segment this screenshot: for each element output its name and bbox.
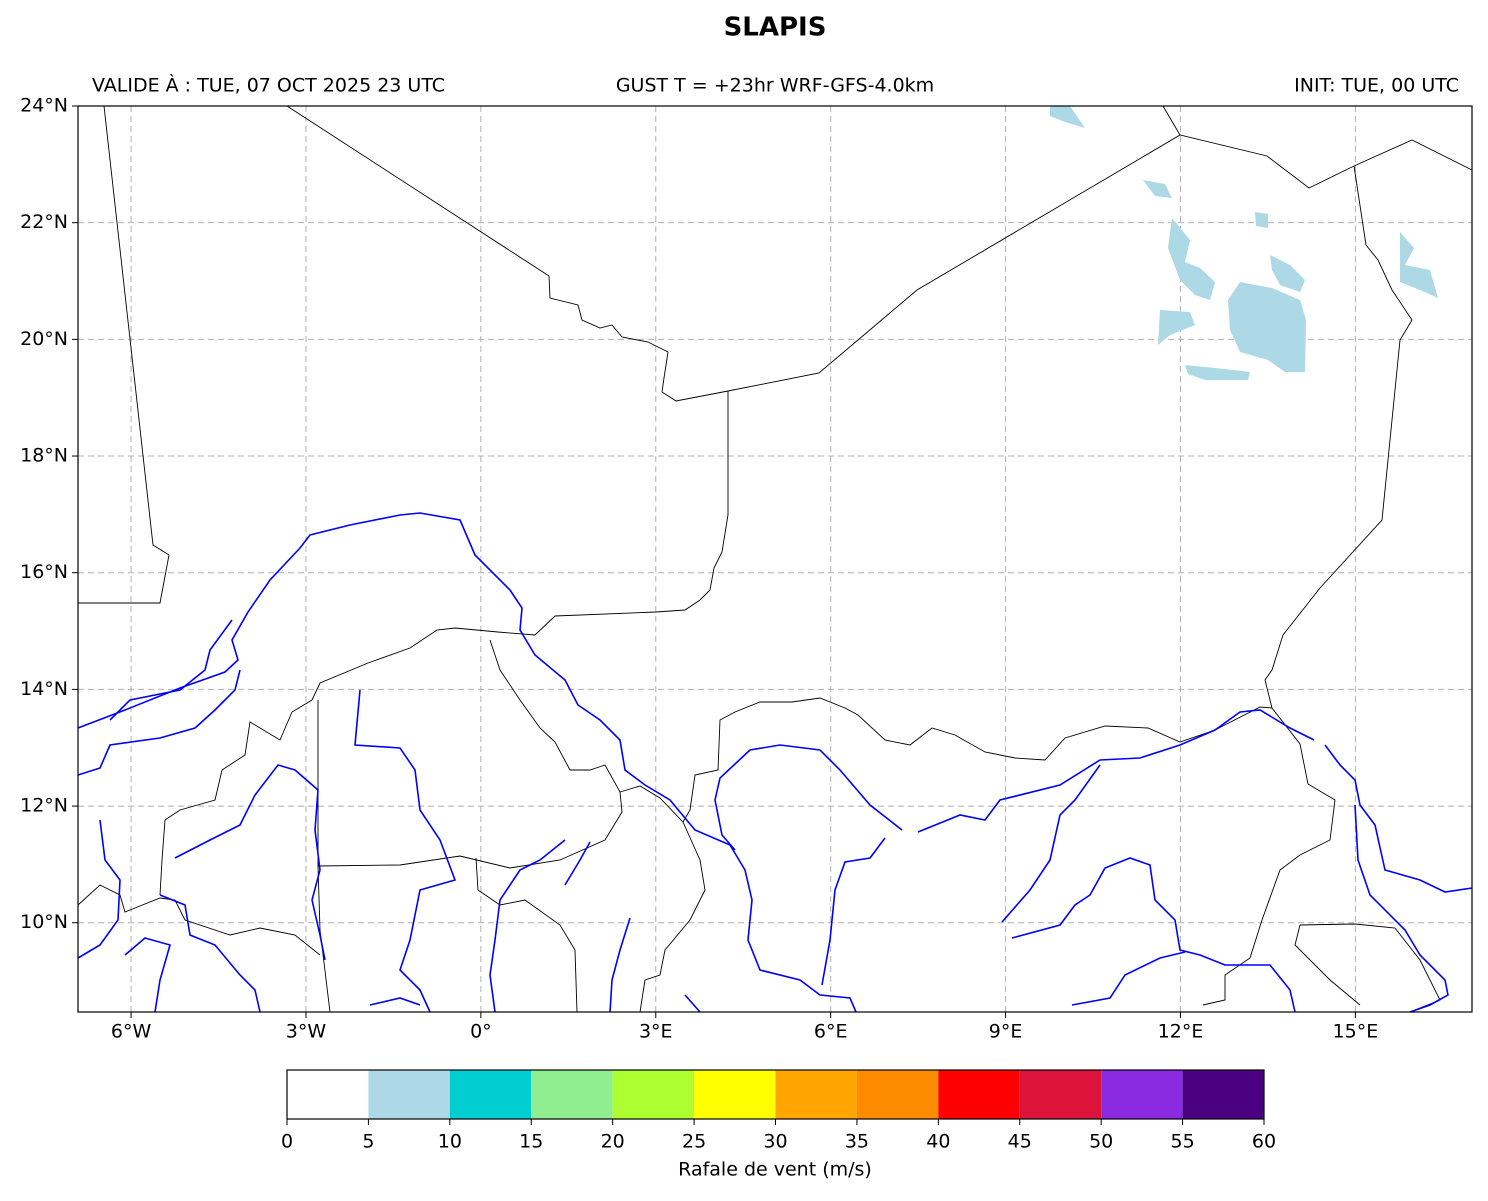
border [489,639,1273,823]
border [475,857,578,1013]
colorbar-tick-label: 15 [519,1131,543,1153]
colorbar-tick-label: 55 [1170,1131,1194,1153]
x-tick-label: 9°E [989,1021,1023,1043]
colorbar-segment [694,1070,776,1119]
x-tick-label: 0° [470,1021,492,1043]
colorbar-segment [938,1070,1020,1119]
colorbar-segment [856,1070,939,1119]
y-tick-label: 10°N [20,911,68,933]
border [286,105,1473,402]
gust-patch [1143,180,1172,198]
river [1011,857,1296,1013]
colorbar-segment [449,1070,532,1119]
init-time: INIT: TUE, 00 UTC [1294,75,1459,97]
colorbar-tick-label: 25 [682,1131,706,1153]
border [1299,923,1441,1013]
colorbar-tick-label: 30 [763,1131,787,1153]
colorbar-tick-label: 20 [601,1131,625,1153]
x-tick-label: 12°E [1158,1021,1204,1043]
gust-patch [1400,232,1438,298]
map-frame [77,105,1473,1013]
colorbar-tick-label: 40 [926,1131,950,1153]
river [77,669,241,776]
colorbar-segment [1019,1070,1102,1119]
x-tick-label: 15°E [1333,1021,1379,1043]
colorbar-tick-label: 0 [281,1131,293,1153]
border [1294,924,1361,1006]
axis-ticks: 6°W 3°W 0° 3°E 6°E 9°E 12°E 15°E 10°N 12°N 14°N 16°… [20,95,1378,1043]
gust-patch [1228,282,1306,372]
colorbar-tick-label: 60 [1252,1131,1276,1153]
title: SLAPIS [724,13,827,43]
colorbar-tick-label: 45 [1008,1131,1032,1153]
river [174,764,326,961]
colorbar: 0 5 10 15 20 25 30 35 40 45 50 55 60 [281,1069,1276,1153]
gust-patch [1270,255,1305,292]
y-tick-label: 16°N [20,561,68,583]
gust-patch [1158,310,1195,345]
river [354,689,457,1013]
colorbar-tick-label: 10 [438,1131,462,1153]
y-tick-label: 14°N [20,678,68,700]
y-tick-label: 24°N [20,95,68,117]
y-tick-label: 22°N [20,211,68,233]
border [317,700,331,1013]
borders [77,105,1473,1013]
river [77,512,857,1013]
border [77,884,321,956]
river [821,837,886,986]
river [684,994,701,1013]
x-tick-label: 6°E [814,1021,848,1043]
run-info: GUST T = +23hr WRF-GFS-4.0km [616,75,934,97]
x-tick-label: 3°W [286,1021,327,1043]
gust-patch [1255,212,1268,228]
grid [78,105,1472,1012]
gust-patch [1168,218,1215,300]
river [564,841,591,886]
colorbar-tick-label: 35 [845,1131,869,1153]
river [124,937,171,1013]
gust-patch [1185,365,1250,380]
river [77,819,121,959]
x-tick-label: 3°E [639,1021,673,1043]
border [1162,105,1181,136]
colorbar-segment [1101,1070,1183,1119]
river [159,894,261,1013]
colorbar-segment [1182,1070,1264,1119]
y-tick-label: 20°N [20,328,68,350]
river [369,997,421,1006]
colorbar-label: Rafale de vent (m/s) [678,1159,872,1181]
colorbar-segment [287,1070,369,1119]
border [159,391,729,896]
river [1071,951,1186,1006]
river [1354,804,1449,1013]
river [917,709,1315,833]
colorbar-segment [531,1070,613,1119]
border [639,821,706,1013]
rivers [77,512,1473,1013]
gust-field [1050,106,1438,380]
x-tick-label: 6°W [111,1021,152,1043]
colorbar-segment [368,1070,450,1119]
colorbar-segment [775,1070,857,1119]
river [1001,764,1101,923]
river [1324,744,1473,893]
border [317,791,623,869]
colorbar-tick-label: 5 [362,1131,374,1153]
river [609,917,631,1013]
colorbar-segment [612,1070,695,1119]
y-tick-label: 12°N [20,795,68,817]
border [78,105,170,604]
gust-patch [1050,106,1085,128]
y-tick-label: 18°N [20,445,68,467]
river [714,744,903,851]
valid-time: VALIDE À : TUE, 07 OCT 2025 23 UTC [92,74,445,97]
river [109,619,233,721]
colorbar-tick-label: 50 [1089,1131,1113,1153]
river [489,839,566,1013]
